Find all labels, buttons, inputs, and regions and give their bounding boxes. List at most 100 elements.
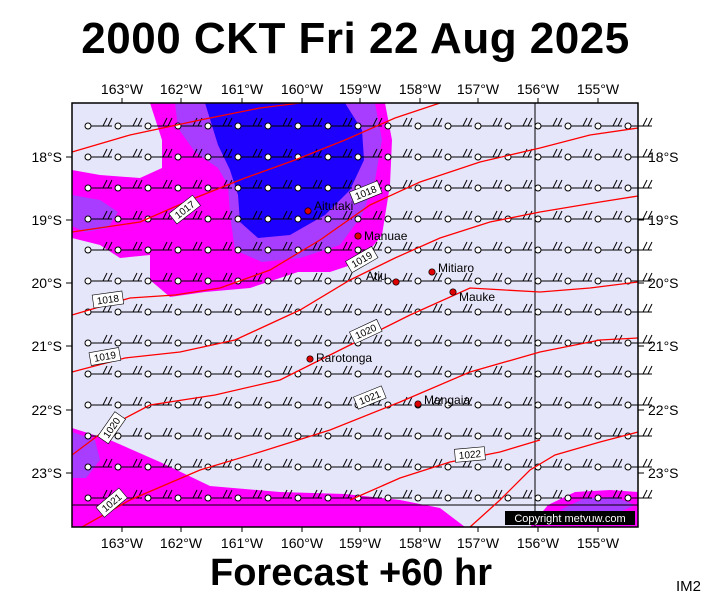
wind-barb — [384, 427, 413, 440]
wind-barb — [384, 241, 413, 254]
wind-barb — [504, 117, 533, 130]
lon-label-top: 159°W — [339, 81, 382, 97]
wind-barb — [444, 396, 473, 409]
wind-barb — [474, 489, 503, 502]
lon-label-bottom: 157°W — [457, 535, 500, 551]
islands: Aitutaki Manuae Atiu Mitiaro Mauke Rarot… — [304, 199, 495, 408]
lon-label-top: 155°W — [577, 81, 620, 97]
wind-barb — [444, 458, 473, 471]
place-label: Aitutaki — [314, 199, 353, 213]
lat-label-right: 18°S — [648, 149, 679, 165]
forecast-label: Forecast +60 hr — [210, 552, 492, 594]
wind-barb — [264, 210, 293, 223]
wind-barb — [504, 427, 533, 440]
isobars — [71, 102, 639, 528]
lon-label-bottom: 161°W — [221, 535, 264, 551]
isobar-1018 — [71, 127, 639, 316]
wind-barb — [234, 489, 263, 502]
lon-label-bottom: 159°W — [339, 535, 382, 551]
wind-barb — [294, 334, 323, 347]
wind-barb — [234, 303, 263, 316]
wind-barb — [114, 396, 143, 409]
wind-barb — [354, 365, 383, 378]
wind-barb — [414, 334, 443, 347]
wind-barb — [174, 148, 203, 161]
wind-barb — [114, 427, 143, 440]
wind-barb — [534, 117, 563, 130]
wind-barb — [504, 303, 533, 316]
wind-barb — [414, 241, 443, 254]
wind-barb — [354, 210, 383, 223]
coordinate-grid — [72, 103, 638, 527]
lat-label-left: 18°S — [31, 149, 62, 165]
wind-barb — [624, 458, 653, 471]
wind-barb — [414, 458, 443, 471]
wind-barb — [564, 117, 593, 130]
wind-barb — [114, 458, 143, 471]
place-mauke: Mauke — [449, 288, 495, 304]
wind-barb — [84, 179, 113, 192]
latitude-labels-left: 18°S 19°S 20°S 21°S 22°S 23°S — [31, 149, 62, 481]
wind-barb — [474, 272, 503, 285]
wind-barb — [144, 148, 173, 161]
wind-barb — [144, 303, 173, 316]
wind-barb — [204, 365, 233, 378]
wind-barb — [114, 179, 143, 192]
wind-barb — [294, 210, 323, 223]
wind-barb — [564, 148, 593, 161]
wind-barb — [564, 179, 593, 192]
wind-barb — [264, 489, 293, 502]
wind-barb — [324, 458, 353, 471]
place-manuae: Manuae — [354, 229, 408, 243]
wind-barb — [264, 365, 293, 378]
lat-label-left: 23°S — [31, 465, 62, 481]
lon-label-top: 160°W — [281, 81, 324, 97]
wind-barb — [144, 117, 173, 130]
wind-barb — [144, 179, 173, 192]
wind-barb — [84, 241, 113, 254]
wind-barb — [594, 117, 623, 130]
wind-barb — [534, 427, 563, 440]
wind-barb — [294, 365, 323, 378]
longitude-labels-top: 163°W 162°W 161°W 160°W 159°W 158°W 157°… — [101, 81, 620, 97]
wind-barbs — [84, 117, 653, 502]
wind-barb — [264, 117, 293, 130]
wind-barb — [144, 334, 173, 347]
lat-label-right: 22°S — [648, 402, 679, 418]
wind-barb — [594, 303, 623, 316]
wind-barb — [234, 396, 263, 409]
wind-barb — [204, 210, 233, 223]
lon-label-top: 161°W — [221, 81, 264, 97]
wind-barb — [594, 179, 623, 192]
lon-label-top: 157°W — [457, 81, 500, 97]
wind-barb — [294, 117, 323, 130]
wind-barb — [114, 334, 143, 347]
wind-barb — [204, 396, 233, 409]
lat-label-left: 19°S — [31, 212, 62, 228]
image-id-label: IM2 — [676, 578, 702, 595]
place-label: Manuae — [364, 229, 408, 243]
wind-barb — [594, 458, 623, 471]
wind-barb — [594, 210, 623, 223]
wind-barb — [534, 396, 563, 409]
wind-barb — [174, 458, 203, 471]
wind-barb — [354, 148, 383, 161]
wind-barb — [594, 489, 623, 502]
wind-barb — [234, 179, 263, 192]
wind-barb — [204, 241, 233, 254]
wind-barb — [174, 365, 203, 378]
wind-barb — [144, 272, 173, 285]
isobar-1022-west — [349, 439, 541, 501]
wind-barb — [114, 241, 143, 254]
place-label: Mauke — [459, 290, 495, 304]
rain-light-area-southwest — [72, 428, 465, 527]
wind-barb — [474, 241, 503, 254]
wind-barb — [324, 334, 353, 347]
wind-barb — [264, 148, 293, 161]
wind-barb — [534, 241, 563, 254]
wind-barb — [144, 489, 173, 502]
wind-barb — [474, 427, 503, 440]
wind-barb — [204, 489, 233, 502]
place-mangaia: Mangaia — [414, 393, 470, 408]
copyright-box: Copyright metvuw.com — [505, 511, 635, 525]
